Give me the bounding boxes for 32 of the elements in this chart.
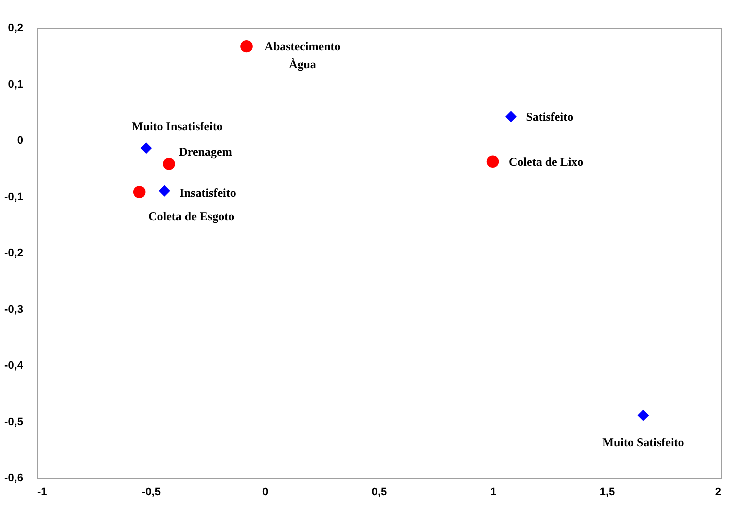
y-tick-label: -0,4 — [4, 360, 24, 372]
point — [486, 156, 500, 168]
y-tick-label: -0,3 — [4, 304, 24, 316]
x-tick-label: -0,5 — [142, 486, 161, 498]
point — [163, 158, 176, 170]
series-label: Muito Satisfeito — [602, 436, 684, 450]
point — [506, 111, 517, 123]
point — [133, 186, 146, 198]
series-label: Coleta de Esgoto — [148, 209, 235, 224]
series-label: Muito Insatisfeito — [132, 119, 223, 134]
series-label: Coleta de Lixo — [509, 154, 584, 169]
series-label: Satisfeito — [526, 110, 574, 124]
y-tick-label: -0,5 — [4, 416, 24, 428]
y-tick-label: -0,6 — [4, 472, 24, 484]
x-tick-label: 2 — [715, 486, 722, 498]
x-tick-label: 0 — [262, 486, 269, 498]
y-tick-label: 0,1 — [8, 78, 24, 91]
point — [140, 142, 152, 154]
y-tick-label: 0 — [17, 135, 24, 147]
series-label: Drenagem — [179, 145, 232, 160]
y-tick-label: -0,1 — [4, 191, 24, 204]
point — [240, 40, 253, 53]
y-tick-label: -0,2 — [4, 248, 24, 260]
y-tick-label: 0,2 — [8, 22, 24, 34]
x-tick-label: 1 — [490, 486, 497, 498]
series-label: Insatisfeito — [180, 186, 236, 200]
point — [158, 185, 170, 197]
x-tick-label: 1,5 — [600, 486, 616, 498]
point — [638, 410, 650, 422]
x-tick-label: -1 — [38, 486, 48, 498]
x-tick-label: 0,5 — [372, 486, 388, 498]
series-label: Abastecimento Àgua — [264, 40, 341, 72]
